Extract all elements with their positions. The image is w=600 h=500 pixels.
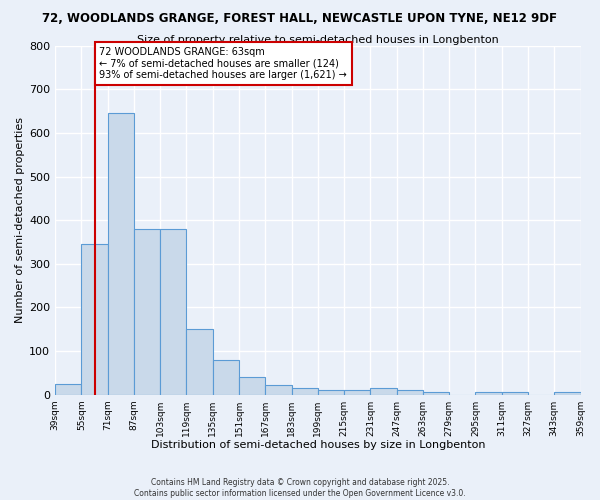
Bar xyxy=(134,229,160,394)
Text: Contains HM Land Registry data © Crown copyright and database right 2025.
Contai: Contains HM Land Registry data © Crown c… xyxy=(134,478,466,498)
Bar xyxy=(397,390,423,394)
Bar xyxy=(554,392,581,394)
Bar xyxy=(265,385,292,394)
Bar xyxy=(107,114,134,394)
Bar xyxy=(213,360,239,394)
Bar xyxy=(423,392,449,394)
Bar xyxy=(344,390,370,394)
Bar xyxy=(55,384,82,394)
Bar xyxy=(502,392,528,394)
Bar xyxy=(82,244,107,394)
Bar xyxy=(318,390,344,394)
Y-axis label: Number of semi-detached properties: Number of semi-detached properties xyxy=(15,117,25,323)
Bar xyxy=(292,388,318,394)
Text: 72, WOODLANDS GRANGE, FOREST HALL, NEWCASTLE UPON TYNE, NE12 9DF: 72, WOODLANDS GRANGE, FOREST HALL, NEWCA… xyxy=(43,12,557,26)
Title: Size of property relative to semi-detached houses in Longbenton: Size of property relative to semi-detach… xyxy=(137,35,499,45)
Bar xyxy=(475,392,502,394)
Bar xyxy=(239,377,265,394)
Bar xyxy=(160,229,187,394)
Bar xyxy=(187,329,213,394)
Bar xyxy=(370,388,397,394)
Text: 72 WOODLANDS GRANGE: 63sqm
← 7% of semi-detached houses are smaller (124)
93% of: 72 WOODLANDS GRANGE: 63sqm ← 7% of semi-… xyxy=(100,46,347,80)
X-axis label: Distribution of semi-detached houses by size in Longbenton: Distribution of semi-detached houses by … xyxy=(151,440,485,450)
